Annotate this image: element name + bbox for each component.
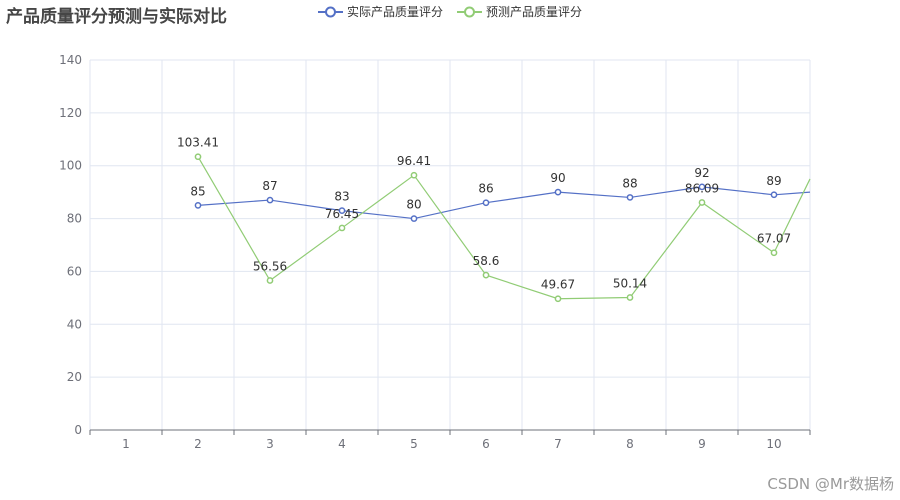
series-0-point-5 <box>554 188 562 196</box>
series-1-label-8: 67.07 <box>757 232 791 246</box>
series-1-label-0: 103.41 <box>177 136 219 150</box>
y-tick-label-80: 80 <box>67 212 82 226</box>
series-0-point-6 <box>626 194 634 201</box>
series-0-label-3: 80 <box>406 198 421 212</box>
series-1-label-4: 58.6 <box>473 254 500 268</box>
y-tick-label-40: 40 <box>67 317 82 331</box>
series-1-label-1: 56.56 <box>253 260 287 274</box>
series-0-point-7 <box>698 183 706 191</box>
legend-marker-predicted-icon <box>457 6 483 17</box>
legend-label-actual: 实际产品质量评分 <box>347 5 444 19</box>
series-0-point-4 <box>482 199 490 207</box>
series-1-point-0 <box>194 153 202 161</box>
series-1-point-1 <box>266 277 274 284</box>
x-tick-label-2: 2 <box>194 437 202 451</box>
y-tick-label-100: 100 <box>59 159 82 173</box>
y-tick-label-120: 120 <box>59 106 82 120</box>
x-tick-label-3: 3 <box>266 437 274 451</box>
series-line-1 <box>197 156 811 300</box>
series-0-point-1 <box>266 196 274 204</box>
x-tick-label-10: 10 <box>766 437 781 451</box>
legend-label-predicted: 预测产品质量评分 <box>486 5 583 19</box>
series-1-point-8 <box>770 249 778 257</box>
series-0-point-3 <box>410 215 418 222</box>
series-0-point-0 <box>194 202 202 209</box>
series-1-point-2 <box>338 224 346 232</box>
legend-dot-actual <box>325 6 336 17</box>
series-0-label-8: 89 <box>766 174 781 188</box>
x-tick-label-7: 7 <box>554 437 562 451</box>
series-1-label-6: 50.14 <box>613 276 647 290</box>
y-tick-label-20: 20 <box>67 370 82 384</box>
series-0-label-5: 90 <box>550 171 565 185</box>
legend: 实际产品质量评分 预测产品质量评分 <box>318 3 582 20</box>
y-tick-label-140: 140 <box>59 53 82 67</box>
series-0-label-0: 85 <box>190 184 205 198</box>
legend-marker-actual-icon <box>318 6 343 17</box>
series-1-point-4 <box>482 271 490 279</box>
series-0-label-2: 83 <box>334 190 349 204</box>
series-0-point-8 <box>770 191 778 199</box>
series-1-label-3: 96.41 <box>397 154 431 168</box>
x-tick-label-1: 1 <box>122 437 130 451</box>
x-tick-label-8: 8 <box>626 437 634 451</box>
x-tick-label-6: 6 <box>482 437 490 451</box>
series-1-label-2: 76.45 <box>325 207 359 221</box>
legend-item-predicted[interactable]: 预测产品质量评分 <box>457 3 582 20</box>
x-tick-label-4: 4 <box>338 437 346 451</box>
series-line-0 <box>197 186 811 220</box>
series-0-label-6: 88 <box>622 176 637 190</box>
series-0-label-1: 87 <box>262 179 277 193</box>
series-1-point-7 <box>698 199 706 206</box>
legend-dot-predicted <box>464 6 476 17</box>
series-1-point-3 <box>410 171 418 179</box>
series-0-label-7: 92 <box>694 166 709 180</box>
x-tick-label-9: 9 <box>698 437 706 451</box>
series-1-label-5: 49.67 <box>541 278 575 292</box>
series-1-label-7: 86.09 <box>685 181 719 195</box>
watermark: CSDN @Mr数据杨 <box>767 475 894 493</box>
y-tick-label-0: 0 <box>74 423 82 437</box>
series-0-label-4: 86 <box>478 182 493 196</box>
x-tick-label-5: 5 <box>410 437 418 451</box>
chart-title: 产品质量评分预测与实际对比 <box>6 7 227 27</box>
series-0-point-2 <box>338 207 346 214</box>
y-tick-label-60: 60 <box>67 264 82 278</box>
series-1-point-6 <box>626 294 634 301</box>
legend-item-actual[interactable]: 实际产品质量评分 <box>318 3 443 20</box>
series-1-point-5 <box>554 295 562 303</box>
